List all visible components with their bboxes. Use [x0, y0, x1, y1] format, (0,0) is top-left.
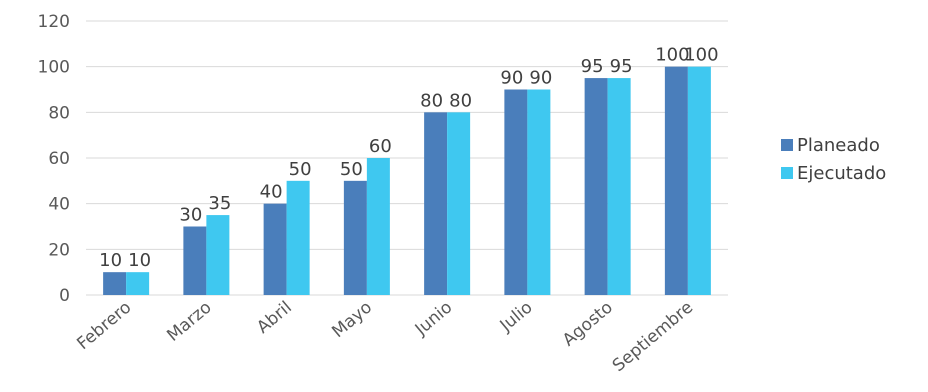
legend-swatch-0 [781, 139, 793, 151]
legend-label-1: Ejecutado [797, 162, 887, 184]
data-label: 95 [610, 56, 633, 77]
x-tick-label-agosto: Agosto [559, 298, 617, 351]
y-tick-label: 120 [38, 12, 70, 32]
legend-label-0: Planeado [797, 134, 880, 156]
bar-planeado-julio [504, 89, 528, 295]
data-label: 10 [128, 250, 151, 271]
data-label: 50 [289, 159, 312, 180]
y-axis: 0 20 40 60 80 100 120 [38, 12, 70, 306]
bar-planeado-abril [263, 203, 287, 295]
data-label: 95 [581, 56, 604, 77]
bar-planeado-agosto [584, 78, 608, 295]
data-label: 50 [340, 159, 363, 180]
bar-ejecutado-febrero [126, 272, 150, 295]
y-tick-label: 40 [48, 195, 70, 215]
y-tick-label: 100 [38, 58, 70, 78]
bar-ejecutado-junio [447, 112, 471, 295]
bar-planeado-marzo [183, 226, 207, 295]
x-tick-label-febrero: Febrero [73, 298, 135, 355]
x-tick-label-septiembre: Septiembre [609, 298, 697, 377]
data-label: 35 [208, 193, 231, 214]
data-label: 30 [179, 205, 202, 226]
legend-item-1: Ejecutado [781, 159, 886, 187]
legend-swatch-1 [781, 167, 793, 179]
data-label: 80 [449, 90, 472, 111]
x-tick-label-marzo: Marzo [163, 298, 215, 346]
data-label: 60 [369, 136, 392, 157]
y-tick-label: 20 [48, 240, 70, 260]
bars [103, 66, 711, 296]
x-tick-label-abril: Abril [253, 298, 296, 338]
data-label: 80 [420, 90, 443, 111]
bar-ejecutado-julio [527, 89, 551, 295]
bar-ejecutado-agosto [607, 78, 631, 295]
bar-planeado-mayo [343, 180, 367, 295]
y-tick-label: 0 [59, 286, 70, 306]
x-tick-label-junio: Junio [411, 298, 457, 341]
bar-ejecutado-marzo [206, 215, 230, 295]
data-label: 90 [500, 68, 523, 89]
legend-item-0: Planeado [781, 131, 886, 159]
bar-planeado-febrero [103, 272, 127, 295]
bar-ejecutado-mayo [366, 158, 390, 295]
bar-ejecutado-septiembre [687, 66, 711, 296]
legend: Planeado Ejecutado [781, 131, 886, 187]
bar-ejecutado-abril [286, 180, 310, 295]
x-axis: Febrero Marzo Abril Mayo Junio Julio AgostoSep… [73, 298, 697, 377]
bar-planeado-junio [424, 112, 448, 295]
x-tick-label-mayo: Mayo [328, 298, 376, 343]
x-tick-label-julio: Julio [496, 298, 537, 337]
data-label: 90 [529, 68, 552, 89]
data-label: 100 [684, 45, 718, 66]
y-tick-label: 80 [48, 103, 70, 123]
bar-planeado-septiembre [664, 66, 688, 296]
y-tick-label: 60 [48, 149, 70, 169]
data-label: 10 [99, 250, 122, 271]
data-label: 100 [655, 45, 689, 66]
data-label: 40 [260, 182, 283, 203]
